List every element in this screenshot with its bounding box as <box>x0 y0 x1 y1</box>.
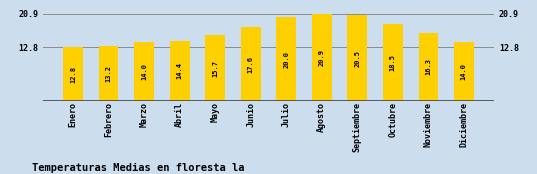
Text: 14.4: 14.4 <box>177 62 183 79</box>
Text: 20.5: 20.5 <box>354 50 360 67</box>
Bar <box>312 48 331 101</box>
Bar <box>241 48 260 101</box>
Bar <box>170 48 190 101</box>
Bar <box>206 48 225 101</box>
Bar <box>312 14 331 101</box>
Bar <box>418 33 438 101</box>
Bar <box>134 48 154 101</box>
Bar <box>241 27 260 101</box>
Bar <box>383 48 403 101</box>
Bar <box>418 48 438 101</box>
Text: Temperaturas Medias en floresta la: Temperaturas Medias en floresta la <box>32 163 245 173</box>
Text: 20.9: 20.9 <box>319 49 325 66</box>
Bar <box>347 48 367 101</box>
Bar <box>277 48 296 101</box>
Text: 17.6: 17.6 <box>248 56 254 73</box>
Bar <box>454 42 474 101</box>
Text: 20.0: 20.0 <box>283 51 289 68</box>
Bar <box>134 42 154 101</box>
Bar <box>170 41 190 101</box>
Bar <box>347 15 367 101</box>
Text: 18.5: 18.5 <box>390 54 396 71</box>
Text: 12.8: 12.8 <box>70 66 76 83</box>
Text: 16.3: 16.3 <box>425 58 431 75</box>
Text: 14.0: 14.0 <box>461 63 467 80</box>
Bar <box>63 48 83 101</box>
Text: 13.2: 13.2 <box>106 65 112 82</box>
Bar <box>383 24 403 101</box>
Bar <box>206 35 225 101</box>
Bar <box>99 48 119 101</box>
Text: 14.0: 14.0 <box>141 63 147 80</box>
Text: 15.7: 15.7 <box>212 60 218 77</box>
Bar <box>63 48 83 101</box>
Bar <box>99 46 119 101</box>
Bar <box>454 48 474 101</box>
Bar <box>277 17 296 101</box>
